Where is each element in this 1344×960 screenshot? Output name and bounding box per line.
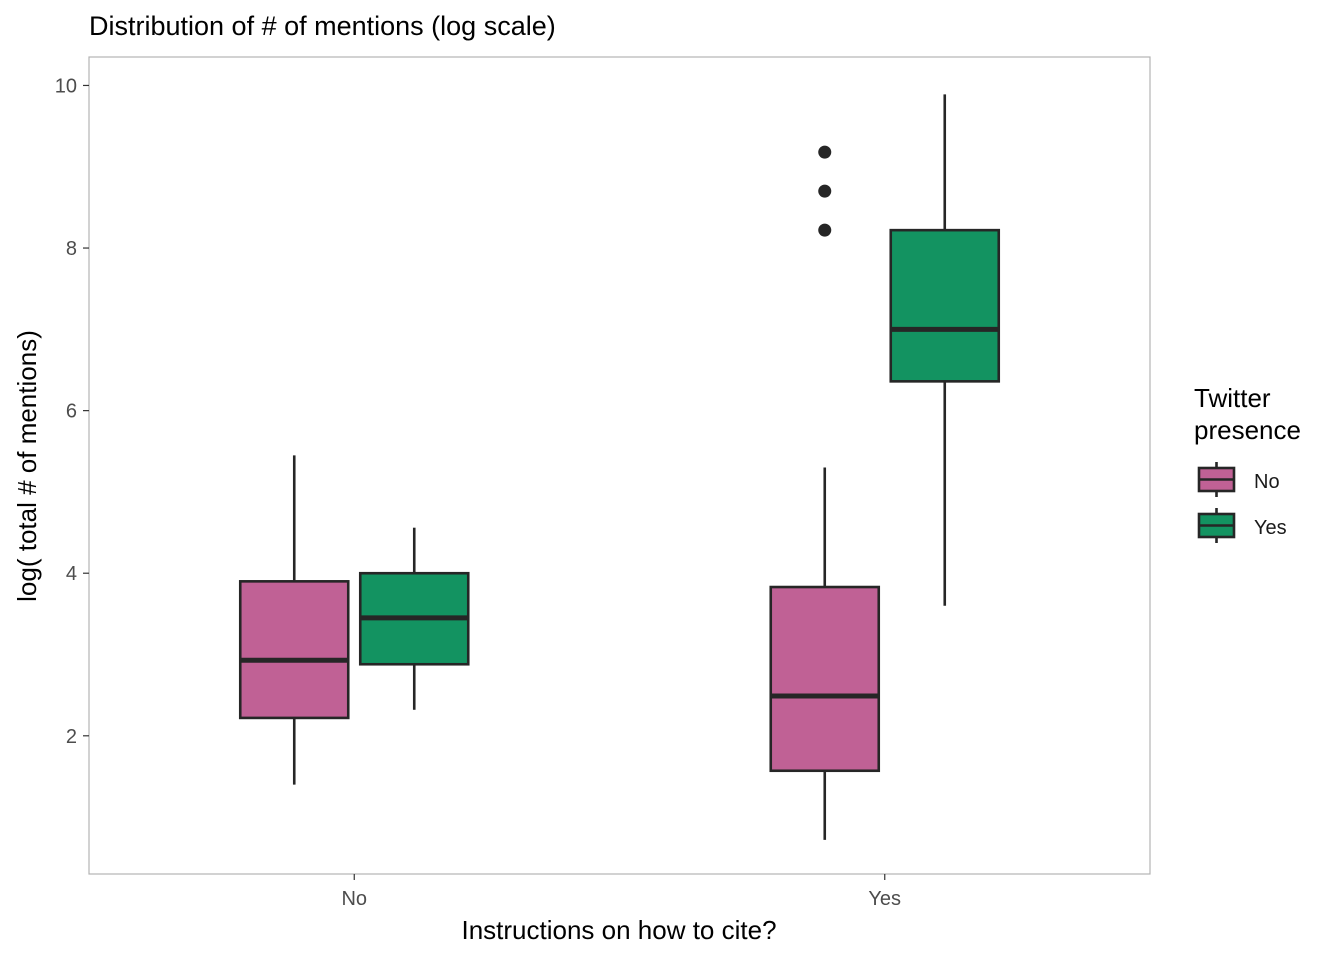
box-twitter-yes-instructions-yes bbox=[818, 94, 1001, 606]
chart-title: Distribution of # of mentions (log scale… bbox=[89, 11, 556, 41]
x-axis: No Yes bbox=[341, 874, 901, 910]
legend-key-no bbox=[1197, 462, 1236, 497]
box-body-twitter-no-instructions-no bbox=[238, 580, 350, 720]
x-tick-label-yes: Yes bbox=[868, 888, 901, 910]
x-tick-label-no: No bbox=[341, 888, 367, 910]
legend-label-no: No bbox=[1254, 471, 1280, 493]
x-axis-title: Instructions on how to cite? bbox=[461, 915, 776, 945]
box-twitter-no-instructions-no bbox=[238, 455, 350, 785]
outlier-point-twitter-yes-instructions-yes-1 bbox=[818, 184, 832, 198]
legend: Twitter presence No Yes bbox=[1194, 383, 1301, 543]
legend-title-line-2: presence bbox=[1194, 415, 1301, 445]
plot-panel bbox=[88, 56, 1151, 875]
legend-label-yes: Yes bbox=[1254, 517, 1287, 539]
box-twitter-no-instructions-yes bbox=[769, 467, 881, 840]
box-twitter-yes-instructions-no bbox=[358, 527, 470, 710]
legend-key-yes bbox=[1197, 508, 1236, 543]
outlier-point-twitter-yes-instructions-yes-2 bbox=[818, 145, 832, 159]
legend-title-line-1: Twitter bbox=[1194, 383, 1271, 413]
box-layer bbox=[238, 94, 1001, 840]
legend-title: Twitter presence bbox=[1194, 383, 1301, 445]
outlier-point-twitter-yes-instructions-yes-0 bbox=[818, 223, 832, 237]
y-tick-label-2: 2 bbox=[66, 726, 77, 748]
y-axis: 2 4 6 8 10 bbox=[55, 75, 89, 748]
y-tick-label-8: 8 bbox=[66, 238, 77, 260]
box-body-twitter-yes-instructions-yes bbox=[889, 228, 1001, 383]
legend-keys bbox=[1197, 462, 1236, 543]
y-tick-label-10: 10 bbox=[55, 75, 77, 97]
y-tick-label-6: 6 bbox=[66, 401, 77, 423]
y-axis-title: log( total # of mentions) bbox=[12, 330, 42, 602]
y-tick-label-4: 4 bbox=[66, 563, 77, 585]
box-body-twitter-no-instructions-yes bbox=[769, 585, 881, 773]
